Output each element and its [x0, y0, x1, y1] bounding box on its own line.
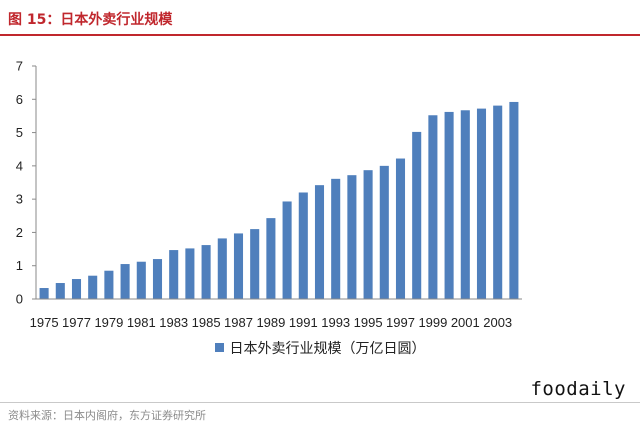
bar-2002	[476, 108, 487, 299]
chart-legend: 日本外卖行业规模（万亿日圆）	[0, 338, 640, 358]
x-tick-label: 1981	[127, 315, 156, 330]
bar-1975	[39, 288, 49, 299]
x-tick-label: 1975	[30, 315, 59, 330]
bar-1993	[331, 178, 341, 299]
x-tick-label: 1987	[224, 315, 253, 330]
y-tick-label: 1	[16, 258, 23, 273]
bar-1982	[152, 259, 163, 299]
bar-1989	[266, 218, 276, 299]
x-tick-label: 1977	[62, 315, 91, 330]
x-tick-label: 1983	[159, 315, 188, 330]
y-tick-label: 5	[16, 125, 23, 140]
bar-1985	[201, 245, 211, 299]
y-tick-label: 2	[16, 225, 23, 240]
bar-2000	[444, 111, 454, 300]
legend-label: 日本外卖行业规模（万亿日圆）	[229, 341, 426, 357]
bar-chart: 0 1 2 3 4 5 6 7 1975 1977 1979 1981 1983 1985 1987 198…	[16, 59, 522, 330]
source-divider	[0, 402, 640, 403]
bar-1992	[314, 185, 325, 299]
x-tick-label: 1993	[321, 315, 350, 330]
x-tick-label: 1991	[289, 315, 318, 330]
bar-1998	[412, 131, 422, 299]
bar-1986	[217, 238, 227, 299]
bar-1980	[120, 264, 130, 299]
y-tick-label: 3	[16, 192, 23, 207]
y-tick-label: 4	[16, 158, 23, 173]
bar-1996	[379, 165, 389, 299]
x-tick-label: 2003	[483, 315, 512, 330]
x-tick-label: 1995	[354, 315, 383, 330]
x-tick-label: 1997	[386, 315, 415, 330]
bar-1977	[71, 279, 82, 299]
bar-1978	[88, 275, 98, 299]
x-tick-label: 1979	[94, 315, 123, 330]
bar-2001	[460, 110, 470, 300]
x-tick-label: 1985	[192, 315, 221, 330]
bar-1976	[55, 283, 65, 299]
y-tick-label: 7	[16, 59, 23, 74]
figure-title: 图 15：日本外卖行业规模	[8, 12, 173, 28]
bar-1988	[250, 229, 260, 299]
x-tick-label: 1989	[256, 315, 285, 330]
bar-1983	[169, 250, 179, 299]
x-tick-label: 1999	[418, 315, 447, 330]
bar-1995	[363, 170, 373, 299]
legend-swatch	[214, 343, 224, 352]
y-tick-label: 6	[16, 92, 23, 107]
bar-1997	[395, 158, 406, 299]
y-tick-label: 0	[16, 292, 23, 307]
x-tick-label: 2001	[451, 315, 480, 330]
bar-1994	[347, 175, 357, 299]
watermark-logo: foodaily	[530, 378, 626, 400]
bar-1987	[233, 233, 244, 299]
bar-1990	[282, 201, 292, 299]
source-note: 资料来源：日本内阁府，东方证券研究所	[8, 409, 206, 422]
bar-1981	[136, 261, 146, 299]
title-divider	[0, 34, 640, 36]
bar-1979	[104, 270, 114, 299]
bar-1984	[185, 248, 195, 299]
bar-1999	[428, 115, 438, 299]
bar-1991	[298, 192, 308, 299]
bar-2003	[493, 105, 503, 299]
bar-2004	[509, 101, 519, 299]
